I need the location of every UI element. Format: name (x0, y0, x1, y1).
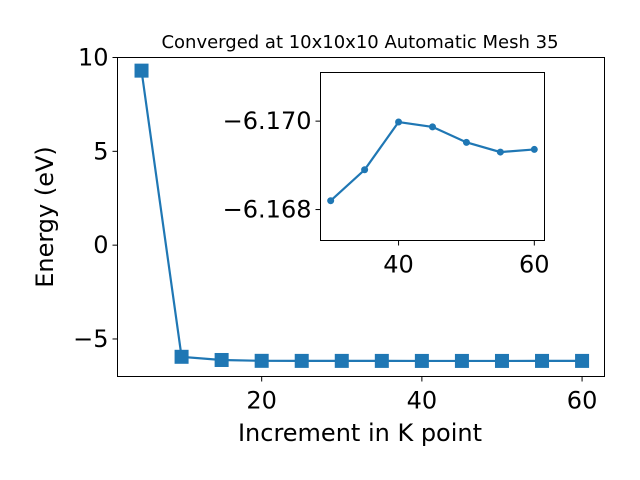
inset-series (327, 118, 538, 205)
inset-y-tick-label: −6.170 (223, 107, 312, 135)
inset-background (320, 72, 545, 241)
main-data-point (414, 353, 429, 368)
inset-x-tick-label: 40 (383, 251, 414, 279)
main-ticks: 20 40 60 −5 0 5 10 (73, 44, 597, 415)
inset-y-tick-label: −6.168 (223, 196, 312, 224)
inset-data-point (429, 123, 436, 131)
main-data-point (294, 353, 309, 368)
inset-plot-frame (320, 72, 545, 241)
inset-data-point (361, 166, 369, 174)
main-y-tick-label: 10 (78, 44, 109, 72)
main-y-tick-label: 5 (93, 137, 108, 165)
main-data-point (535, 353, 550, 368)
inset-data-point (530, 145, 538, 153)
main-x-tick-label: 60 (567, 387, 598, 415)
main-data-point (174, 349, 189, 364)
main-data-point (454, 353, 469, 368)
inset-data-point (395, 118, 403, 126)
main-data-point (214, 352, 229, 367)
chart-title: Converged at 10x10x10 Automatic Mesh 35 (161, 32, 558, 53)
main-data-point (254, 353, 269, 368)
main-y-tick-label: −5 (73, 325, 108, 353)
main-data-point (575, 353, 590, 368)
inset-chart: 40 60 −6.170 −6.168 (223, 72, 550, 279)
inset-data-point (496, 148, 504, 156)
main-x-tick-label: 20 (246, 387, 277, 415)
main-data-point (134, 63, 149, 78)
main-y-tick-label: 0 (93, 231, 108, 259)
x-axis-label: Increment in K point (238, 419, 482, 447)
main-plot-frame (117, 57, 605, 377)
inset-data-point (327, 197, 335, 205)
main-data-point (334, 353, 349, 368)
main-series (134, 63, 590, 368)
main-x-tick-label: 40 (407, 387, 438, 415)
inset-ticks: 40 60 −6.170 −6.168 (223, 107, 550, 278)
main-data-point (494, 353, 509, 368)
main-data-point (374, 353, 389, 368)
y-axis-label: Energy (eV) (31, 146, 59, 288)
main-chart: Converged at 10x10x10 Automatic Mesh 35 … (31, 32, 605, 447)
inset-x-tick-label: 60 (519, 251, 550, 279)
inset-data-point (462, 138, 470, 146)
